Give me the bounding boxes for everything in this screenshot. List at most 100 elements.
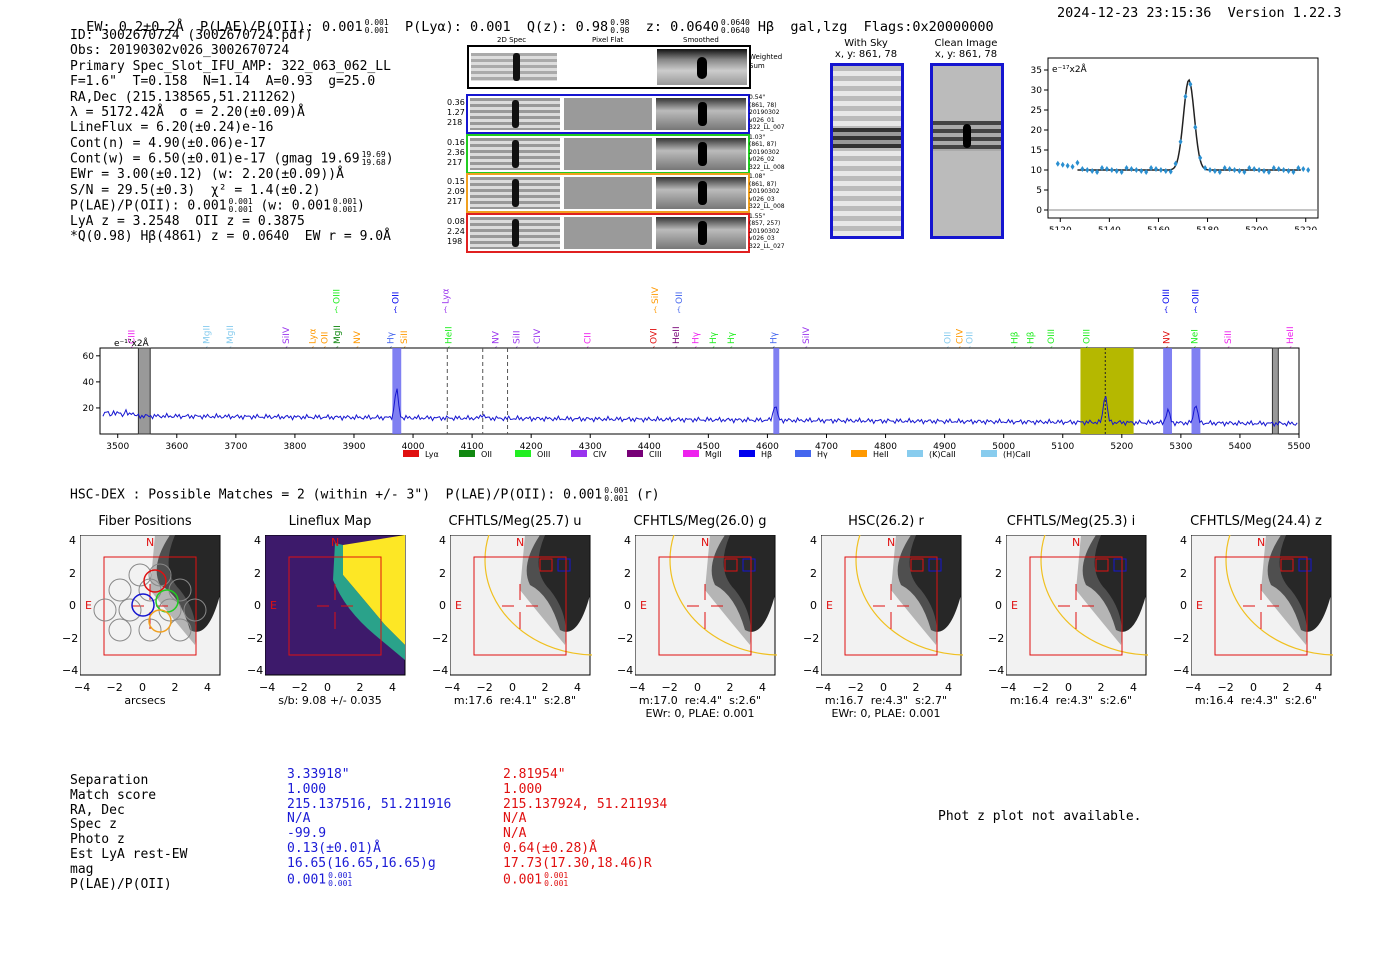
match-value: 1.000 bbox=[287, 781, 327, 797]
match-plae: 0.001 bbox=[287, 872, 327, 888]
cutout-ytick: 0 bbox=[1180, 599, 1187, 612]
info-contw-hi: 19.69 bbox=[361, 150, 386, 160]
fiber-smoothed-line bbox=[698, 141, 707, 166]
highlight-fiber bbox=[148, 609, 172, 633]
cutout-xtick: −2 bbox=[661, 681, 678, 694]
spectral-line-label: OII bbox=[391, 292, 401, 304]
fiber-2d-line bbox=[512, 218, 519, 247]
info-ewr: EWr = 3.00(±0.12) (w: 2.20(±0.09))Å bbox=[70, 167, 344, 183]
header-plae-lo: 0.001 bbox=[364, 26, 389, 35]
hsc-title-hi: 0.001 bbox=[604, 486, 629, 495]
spec-xtick-label: 3900 bbox=[343, 442, 366, 452]
cutout-ytick: 2 bbox=[254, 566, 261, 580]
spectral-line-label: SiIV bbox=[802, 326, 812, 344]
legend-swatch bbox=[571, 450, 587, 457]
cutout-title: Lineflux Map bbox=[288, 514, 372, 529]
cutout-xtick: 4 bbox=[389, 681, 396, 694]
zoom-xtick-label: 5120 bbox=[1049, 226, 1072, 230]
zoom-data-point bbox=[1291, 169, 1296, 175]
header-z-hi: 0.0640 bbox=[720, 18, 750, 27]
legend-swatch bbox=[907, 450, 923, 457]
cutout-image bbox=[1006, 535, 1148, 676]
fiber-circle bbox=[108, 618, 132, 642]
zoom-data-point bbox=[1139, 168, 1144, 174]
cutout-ytick: −4 bbox=[247, 664, 264, 677]
ifu-footprint bbox=[288, 556, 382, 656]
galaxy-halo bbox=[705, 535, 751, 645]
zoom-data-point bbox=[1306, 167, 1311, 173]
match-box-red bbox=[724, 558, 738, 572]
spec-xtick-label: 4600 bbox=[756, 442, 779, 452]
spectral-line-label: OVI bbox=[649, 328, 659, 344]
match-box-blue bbox=[928, 558, 942, 572]
zoom-ytick-label: 35 bbox=[1031, 66, 1042, 76]
aperture-ellipse bbox=[669, 535, 777, 656]
info-plae-text: P(LAE)/P(OII): 0.001 bbox=[70, 198, 227, 214]
full-spectrum-plot: CIII{MgII{MgII{SiIV{Lyα{OII{OIII{MgII{NV… bbox=[83, 286, 1310, 459]
zoom-data-point bbox=[1095, 169, 1100, 175]
info-lambda: λ = 5172.42Å σ = 2.20(±0.09)Å bbox=[70, 105, 305, 121]
cutout-subtitle2: EWr: 0, PLAE: 0.001 bbox=[645, 707, 755, 720]
compass-north: N bbox=[146, 536, 155, 549]
hsc-title-end: (r) bbox=[628, 487, 660, 503]
cutout-ytick: 2 bbox=[439, 566, 446, 580]
fiber-pixel-flat bbox=[564, 216, 652, 249]
cutout-ytick: −4 bbox=[432, 664, 449, 677]
compass-north: N bbox=[701, 536, 710, 549]
ifu-footprint bbox=[658, 556, 752, 656]
hsc-title-text: HSC-DEX : Possible Matches = 2 (within +… bbox=[70, 487, 603, 503]
cutout-subtitle: m:16.4 re:4.3" s:2.6" bbox=[1194, 694, 1318, 707]
masked-band bbox=[137, 347, 151, 435]
zoom-data-points bbox=[1055, 81, 1311, 175]
zoom-data-point bbox=[1296, 165, 1301, 171]
cutout-xtick: 2 bbox=[726, 681, 734, 694]
cutout-xtick: 0 bbox=[880, 681, 887, 694]
match-value: 16.65(16.65,16.65)g bbox=[287, 855, 436, 871]
cutout-ytick: 4 bbox=[69, 534, 76, 547]
legend-swatch bbox=[459, 450, 475, 457]
match-box-red bbox=[1280, 558, 1294, 572]
cutout-ytick: 2 bbox=[810, 566, 817, 580]
spectral-line-brace: { bbox=[393, 306, 397, 314]
zoom-data-point bbox=[1075, 159, 1080, 166]
cutout-title: Fiber Positions bbox=[98, 514, 192, 529]
legend-swatch bbox=[403, 450, 419, 457]
zoom-data-point bbox=[1198, 154, 1203, 161]
cutout-ytick: 2 bbox=[624, 566, 631, 580]
spec-xtick-label: 3600 bbox=[165, 442, 188, 452]
spectral-line-label: Hγ bbox=[387, 331, 397, 344]
spectral-line-label: Hβ bbox=[1026, 331, 1036, 344]
info-contw-text: Cont(w) = 6.50(±0.01)e-17 (gmag 19.69 bbox=[70, 151, 360, 167]
clean-source bbox=[963, 124, 971, 148]
zoom-data-point bbox=[1203, 165, 1208, 172]
cutout-subtitle: m:16.7 re:4.3" s:2.7" bbox=[824, 694, 948, 707]
info-sn: S/N = 29.5(±0.3) χ² = 1.4(±0.2) bbox=[70, 182, 321, 198]
fiber-row-panel bbox=[466, 94, 750, 134]
spec-xtick-label: 4500 bbox=[697, 442, 720, 452]
match-box-red bbox=[910, 558, 924, 572]
spec-xtick-label: 4000 bbox=[402, 442, 425, 452]
zoom-data-point bbox=[1173, 160, 1178, 167]
zoom-data-point bbox=[1193, 124, 1198, 131]
spectral-line-label: CIII bbox=[127, 330, 137, 344]
compass-north: N bbox=[331, 536, 340, 549]
zoom-data-point bbox=[1149, 165, 1154, 171]
weighted-sum-panel bbox=[467, 45, 751, 89]
zoom-data-point bbox=[1232, 167, 1237, 173]
match-blue-column: 3.33918" 1.000 215.137516, 51.211916 N/A -99… bbox=[287, 767, 451, 888]
spectral-line-label: NV bbox=[1163, 330, 1173, 344]
info-contn: Cont(n) = 4.90(±0.06)e-17 bbox=[70, 135, 266, 151]
fiber-pixel-flat bbox=[564, 137, 652, 170]
spectral-line-label: CII bbox=[583, 332, 593, 344]
fiber-circle bbox=[93, 598, 117, 622]
match-plae-hi: 0.001 bbox=[544, 870, 569, 880]
zoom-data-point bbox=[1301, 166, 1306, 172]
cutout-ytick: −4 bbox=[1173, 664, 1190, 677]
legend-label: OII bbox=[481, 450, 492, 459]
spectrum-ticks: 3500 3600 3700 3800 3900 4000 4100 4200 4300 4400… bbox=[83, 352, 1310, 452]
zoom-data-point bbox=[1080, 166, 1085, 172]
compass-east: E bbox=[1011, 599, 1018, 612]
cutout-xtick: 2 bbox=[171, 681, 179, 694]
fiber-smoothed-line bbox=[698, 102, 707, 126]
zoom-data-point bbox=[1208, 166, 1212, 173]
